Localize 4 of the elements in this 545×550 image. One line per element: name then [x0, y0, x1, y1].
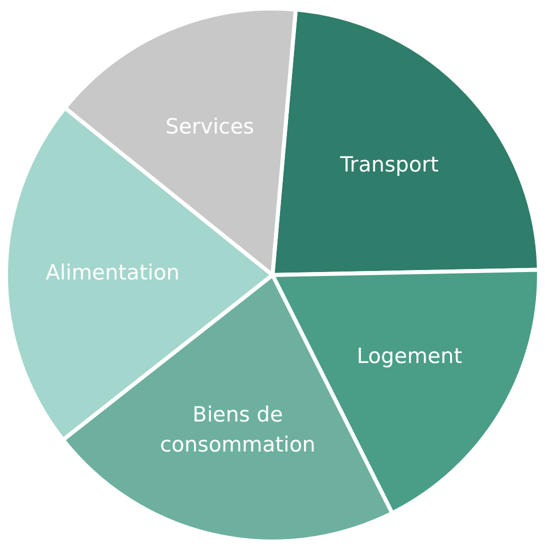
slice-label: Biens de consommation	[160, 402, 316, 457]
slice-label: Alimentation	[46, 260, 180, 285]
slice-label: Logement	[356, 344, 462, 368]
slice-label: Transport	[339, 152, 439, 176]
